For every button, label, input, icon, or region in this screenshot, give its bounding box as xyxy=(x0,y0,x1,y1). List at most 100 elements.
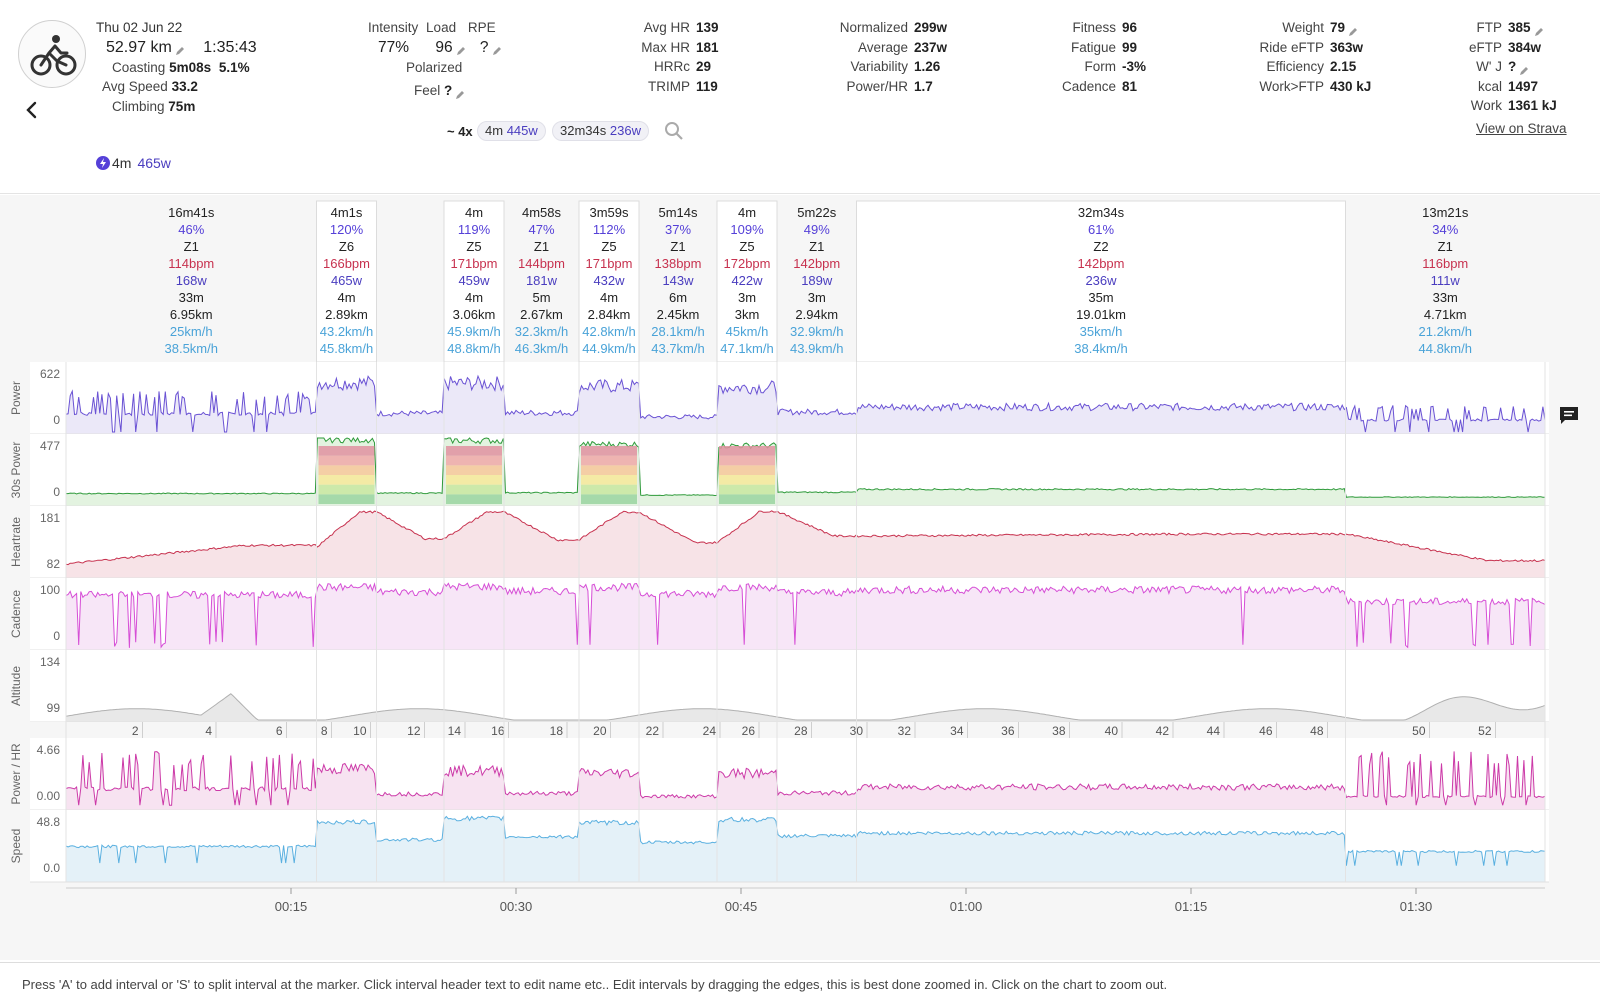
interval-km: 19.01km xyxy=(1076,307,1126,322)
track-label: Altitude xyxy=(9,666,23,706)
track-label: Heartrate xyxy=(9,517,23,567)
track-4-bg[interactable] xyxy=(30,650,1549,722)
interval-header-box[interactable] xyxy=(578,200,640,363)
power_stats-label: Power/HR xyxy=(846,78,908,94)
interval-max: 38.4km/h xyxy=(1074,341,1127,356)
edit-pencil-icon[interactable] xyxy=(1519,62,1529,76)
power-zone-band xyxy=(719,455,775,466)
power_stats-label: Normalized xyxy=(839,20,908,35)
fitness_stats-value: -3% xyxy=(1122,59,1147,74)
rpe-label: RPE xyxy=(467,20,496,35)
ftp_stats-value[interactable]: ? xyxy=(1508,57,1557,77)
intensity-value: 77% xyxy=(378,38,410,56)
ftp_stats-value[interactable]: 385 xyxy=(1508,18,1557,38)
distance-tick-label: 36 xyxy=(1001,724,1015,738)
interval-hr: 114bpm xyxy=(168,256,214,271)
edit-pencil-icon[interactable] xyxy=(1534,23,1544,37)
power-zone-band xyxy=(581,465,637,475)
distance-tick-label: 28 xyxy=(794,724,808,738)
interval-header-box[interactable] xyxy=(316,200,377,363)
power-zone-band xyxy=(318,455,375,466)
edit-pencil-icon[interactable] xyxy=(1348,23,1358,37)
interval-header-box[interactable] xyxy=(716,200,778,363)
weight_stats-value[interactable]: 79 xyxy=(1330,18,1371,38)
track-ymin: 0.0 xyxy=(43,861,60,875)
edit-pencil-icon[interactable] xyxy=(175,42,185,56)
power-zone-band xyxy=(446,494,502,504)
load-value[interactable]: 96 xyxy=(435,38,453,56)
polarized-label: Polarized xyxy=(406,59,463,75)
distance-tick-label: 46 xyxy=(1259,724,1273,738)
interval-zone: Z5 xyxy=(739,239,754,254)
distance-tick-label: 2 xyxy=(132,724,139,738)
interval-search-pill[interactable]: 32m34s 236w xyxy=(552,121,649,141)
ftp_stats-label: eFTP xyxy=(1468,39,1502,55)
track-6-line xyxy=(65,814,1546,866)
time-tick-label: 01:30 xyxy=(1400,899,1433,914)
interval-avg: 35km/h xyxy=(1080,324,1123,339)
interval-max: 48.8km/h xyxy=(447,341,500,356)
interval-w: 143w xyxy=(662,273,694,288)
interval-t: 3m xyxy=(738,290,756,305)
interval-t: 6m xyxy=(669,290,687,305)
track-ymax: 181 xyxy=(40,511,60,525)
rpe-value[interactable]: ? xyxy=(479,38,489,56)
track-3-area xyxy=(66,583,1545,650)
interval-search-pill[interactable]: 4m 445w xyxy=(477,121,546,141)
interval-km: 4.71km xyxy=(1424,307,1467,322)
hr_stats-label: TRIMP xyxy=(648,78,690,94)
distance-tick-label: 38 xyxy=(1052,724,1066,738)
weight_stats-label: Weight xyxy=(1282,20,1324,35)
interval-hr: 142bpm xyxy=(1078,256,1125,271)
interval-zone: Z1 xyxy=(670,239,685,254)
intensity-label: Intensity xyxy=(368,20,419,35)
track-0-line xyxy=(65,374,1546,433)
power_stats-value: 1.26 xyxy=(914,59,941,74)
edit-pencil-icon[interactable] xyxy=(492,42,502,56)
interval-header-box[interactable] xyxy=(856,200,1346,363)
activity-distance[interactable]: 52.97 km xyxy=(106,38,172,56)
edit-pencil-icon[interactable] xyxy=(455,86,465,100)
power-zone-band xyxy=(719,475,775,485)
activity-chart-panel[interactable]: 16m41s 46% Z1 114bpm 168w 33m 6.95km 25km/h 38.5… xyxy=(0,195,1600,960)
interval-w: 432w xyxy=(593,273,625,288)
hr_stats-value: 181 xyxy=(696,39,719,55)
interval-avg: 42.8km/h xyxy=(582,324,635,339)
view-on-strava-link[interactable]: View on Strava xyxy=(1476,121,1567,136)
power-zone-band xyxy=(318,484,375,495)
interval-pct: 49% xyxy=(804,222,830,237)
interval-dur: 16m41s xyxy=(168,205,215,220)
activity-header: Thu 02 Jun 22 52.97 km 1:35:43 Coasting … xyxy=(0,0,1600,194)
power_stats-value: 1.7 xyxy=(914,78,933,94)
distance-tick-label: 32 xyxy=(898,724,912,738)
coasting-time: 5m08s xyxy=(169,59,212,75)
interval-zone: Z2 xyxy=(1093,239,1108,254)
feel-label: Feel xyxy=(414,83,441,98)
interval-w: 111w xyxy=(1431,273,1461,288)
interval-hr: 166bpm xyxy=(323,256,370,271)
track-4-area xyxy=(66,693,1545,722)
interval-pct: 112% xyxy=(593,222,626,237)
power-zone-band xyxy=(581,484,637,495)
comment-icon[interactable] xyxy=(1558,405,1580,425)
hr_stats-value: 119 xyxy=(696,78,718,94)
coasting-pct: 5.1% xyxy=(218,59,250,75)
interval-t: 33m xyxy=(1433,290,1458,305)
hr_stats-value: 29 xyxy=(696,59,712,74)
track-label: 30s Power xyxy=(9,442,23,499)
edit-pencil-icon[interactable] xyxy=(456,42,466,56)
interval-t: 33m xyxy=(179,290,204,305)
best-effort-time: 4m xyxy=(112,155,132,171)
feel-value[interactable]: ? xyxy=(444,83,453,98)
interval-km: 2.89km xyxy=(325,307,368,322)
interval-zone: Z1 xyxy=(184,239,199,254)
power-stats: Normalized 299w Average 237w Variability 1.26… xyxy=(818,18,947,96)
back-button[interactable] xyxy=(22,98,42,124)
activity-chart[interactable]: 16m41s 46% Z1 114bpm 168w 33m 6.95km 25km/h 38.5… xyxy=(0,195,1600,960)
interval-dur: 5m14s xyxy=(658,205,698,220)
search-icon[interactable] xyxy=(664,121,684,144)
load-stats: Intensity Load RPE 77% 96 ? Polarized Fe… xyxy=(368,18,502,101)
best-effort-badge[interactable]: 4m 465w xyxy=(96,155,171,171)
distance-tick-label: 50 xyxy=(1412,724,1426,738)
